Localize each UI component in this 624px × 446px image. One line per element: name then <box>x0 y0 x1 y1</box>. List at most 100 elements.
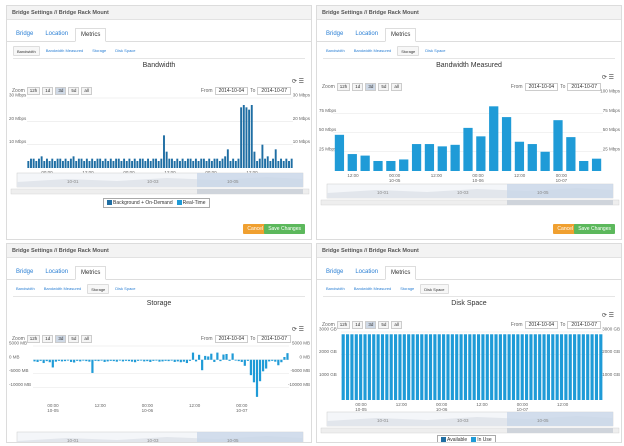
bar <box>128 158 131 168</box>
subtab-bandwidth[interactable]: Bandwidth <box>326 286 345 291</box>
zoom-button-5d[interactable]: 5d <box>68 335 80 343</box>
subtab-bandwidth[interactable]: Bandwidth <box>13 46 40 56</box>
bar <box>363 334 367 400</box>
tab-metrics[interactable]: Metrics <box>385 266 417 280</box>
bar <box>402 334 406 400</box>
zoom-button-all[interactable]: all <box>391 321 402 329</box>
zoom-button-1d[interactable]: 1d <box>352 83 364 91</box>
zoom-button-5d[interactable]: 5d <box>68 87 80 95</box>
bar <box>79 359 82 362</box>
refresh-icon[interactable]: ⟳ <box>291 327 299 333</box>
refresh-icon[interactable]: ⟳ <box>601 75 609 81</box>
from-date-input[interactable]: 2014-10-04 <box>214 87 249 95</box>
zoom-button-1d[interactable]: 1d <box>352 321 364 329</box>
menu-icon[interactable]: ☰ <box>608 313 614 319</box>
legend-item[interactable]: Real-Time <box>176 200 206 206</box>
zoom-button-3d[interactable]: 3d <box>55 335 67 343</box>
subtab-bandwidth[interactable]: Bandwidth <box>16 286 35 291</box>
bar <box>590 334 594 400</box>
bar <box>226 149 229 168</box>
tab-metrics[interactable]: Metrics <box>75 28 107 42</box>
zoom-button-all[interactable]: all <box>81 87 92 95</box>
tab-metrics[interactable]: Metrics <box>385 28 417 42</box>
tab-bridge[interactable]: Bridge <box>326 269 344 275</box>
subtab-bandwidth[interactable]: Bandwidth <box>326 48 345 53</box>
zoom-button-12h[interactable]: 12h <box>336 83 351 91</box>
bar <box>234 161 237 168</box>
legend-item[interactable]: In Use <box>471 437 492 442</box>
tab-location[interactable]: Location <box>45 269 69 275</box>
zoom-button-3d[interactable]: 3d <box>365 83 377 91</box>
menu-icon[interactable]: ☰ <box>608 75 614 81</box>
from-date-input[interactable]: 2014-10-04 <box>524 83 559 91</box>
legend-item[interactable]: Available <box>441 437 467 442</box>
to-label: To <box>560 84 566 90</box>
subtab-bandwidth-measured[interactable]: Bandwidth Measured <box>353 286 392 291</box>
subtab-storage[interactable]: Storage <box>92 48 107 53</box>
zoom-button-12h[interactable]: 12h <box>26 87 41 95</box>
to-date-input[interactable]: 2014-10-07 <box>257 335 291 343</box>
bar <box>207 356 210 360</box>
bar <box>173 359 176 362</box>
bar <box>277 161 280 168</box>
to-date-input[interactable]: 2014-10-07 <box>257 87 291 95</box>
tab-location[interactable]: Location <box>45 31 69 37</box>
zoom-button-12h[interactable]: 12h <box>26 335 41 343</box>
subtab-storage[interactable]: Storage <box>397 46 420 56</box>
legend-item[interactable]: Background + On-Demand <box>107 200 173 206</box>
tab-location[interactable]: Location <box>355 269 379 275</box>
bar <box>341 334 345 400</box>
subtab-bandwidth-measured[interactable]: Bandwidth Measured <box>45 48 84 53</box>
to-date-input[interactable]: 2014-10-07 <box>567 83 601 91</box>
bar <box>222 354 225 360</box>
bar <box>437 146 447 171</box>
subtab-storage[interactable]: Storage <box>87 284 110 294</box>
menu-icon[interactable]: ☰ <box>298 79 304 85</box>
tab-bridge[interactable]: Bridge <box>16 269 34 275</box>
bar <box>176 359 179 362</box>
zoom-button-12h[interactable]: 12h <box>336 321 351 329</box>
subtab-bandwidth-measured[interactable]: Bandwidth Measured <box>43 286 82 291</box>
subtab-disk-space[interactable]: Disk Space <box>425 48 446 53</box>
tab-metrics[interactable]: Metrics <box>75 266 107 280</box>
bar <box>433 334 437 400</box>
zoom-button-all[interactable]: all <box>81 335 92 343</box>
subtab-disk-space[interactable]: Disk Space <box>115 48 136 53</box>
y-tick-label-right: 20 Mbps <box>293 116 311 121</box>
cancel-button[interactable]: Cancel <box>243 224 267 234</box>
refresh-icon[interactable]: ⟳ <box>601 313 609 319</box>
zoom-button-1d[interactable]: 1d <box>42 87 54 95</box>
subtab-disk-space[interactable]: Disk Space <box>115 286 136 291</box>
chart-title: Disk Space <box>451 300 487 307</box>
from-date-input[interactable]: 2014-10-04 <box>524 321 559 329</box>
bar <box>268 359 271 362</box>
subtab-disk-space[interactable]: Disk Space <box>420 284 449 294</box>
zoom-button-5d[interactable]: 5d <box>378 321 390 329</box>
subtab-bandwidth-measured[interactable]: Bandwidth Measured <box>353 48 392 53</box>
navigator-tick: 10-03 <box>457 190 469 195</box>
subtab-storage[interactable]: Storage <box>400 286 415 291</box>
tab-bridge[interactable]: Bridge <box>326 31 344 37</box>
save-changes-button[interactable]: Save Changes <box>264 224 305 234</box>
refresh-icon[interactable]: ⟳ <box>291 79 299 85</box>
menu-icon[interactable]: ☰ <box>298 327 304 333</box>
zoom-button-3d[interactable]: 3d <box>55 87 67 95</box>
zoom-button-all[interactable]: all <box>391 83 402 91</box>
bar <box>201 359 204 371</box>
bar <box>398 334 402 400</box>
save-changes-button[interactable]: Save Changes <box>574 224 615 234</box>
from-date-input[interactable]: 2014-10-04 <box>214 335 249 343</box>
to-date-input[interactable]: 2014-10-07 <box>567 321 601 329</box>
bar <box>242 105 245 168</box>
bar <box>112 359 115 362</box>
tab-location[interactable]: Location <box>355 31 379 37</box>
zoom-button-3d[interactable]: 3d <box>365 321 377 329</box>
zoom-button-5d[interactable]: 5d <box>378 83 390 91</box>
tab-bridge[interactable]: Bridge <box>16 31 34 37</box>
cancel-button[interactable]: Cancel <box>553 224 577 234</box>
scrollbar-thumb <box>197 189 303 194</box>
bar <box>186 158 189 168</box>
bar <box>455 334 459 400</box>
zoom-button-1d[interactable]: 1d <box>42 335 54 343</box>
y-tick-label-right: 3000 GB <box>602 327 620 332</box>
